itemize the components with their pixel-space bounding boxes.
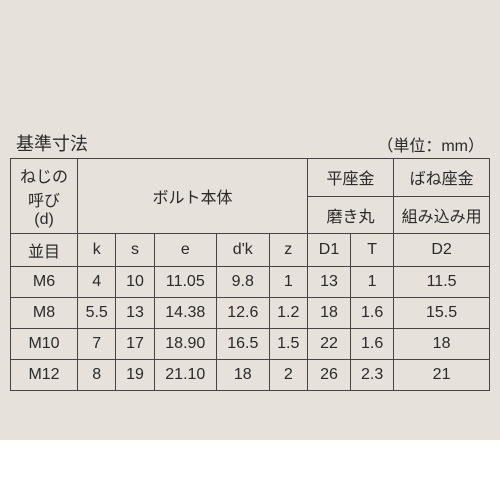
dimension-table-block: 基準寸法 （単位：mm） ねじの呼び (d) ボルト本体 平座金 ばね座金 磨き…: [10, 130, 490, 391]
caption-right: （単位：mm）: [377, 132, 484, 156]
cell: 16.5: [216, 329, 269, 360]
cell: 15.5: [394, 298, 490, 329]
cell: 21.10: [154, 360, 216, 391]
sh-c7: T: [351, 234, 394, 267]
cell: 1.2: [269, 298, 307, 329]
table-row: M12 8 19 21.10 18 2 26 2.3 21: [11, 360, 490, 391]
cell: 13: [116, 298, 154, 329]
h-built-in: 組み込み用: [394, 196, 490, 234]
cell: M8: [11, 298, 78, 329]
table-row: M10 7 17 18.90 16.5 1.5 22 1.6 18: [11, 329, 490, 360]
cell: 2: [269, 360, 307, 391]
cell: 1: [269, 267, 307, 298]
cell: 18: [394, 329, 490, 360]
h-thread-nominal-line2: (d): [13, 211, 75, 229]
caption-row: 基準寸法 （単位：mm）: [10, 130, 490, 158]
sh-c8: D2: [394, 234, 490, 267]
cell: 18.90: [154, 329, 216, 360]
cell: 18: [216, 360, 269, 391]
header-row-3: 並目 k s e d'k z D1 T D2: [11, 234, 490, 267]
cell: 22: [307, 329, 350, 360]
h-flat-washer: 平座金: [307, 159, 393, 197]
cell: 10: [116, 267, 154, 298]
cell: M12: [11, 360, 78, 391]
sh-c2: s: [116, 234, 154, 267]
cell: 17: [116, 329, 154, 360]
h-spring-washer: ばね座金: [394, 159, 490, 197]
cell: 1.5: [269, 329, 307, 360]
cell: 5.5: [78, 298, 116, 329]
h-polished-round: 磨き丸: [307, 196, 393, 234]
cell: 11.5: [394, 267, 490, 298]
h-thread-nominal: ねじの呼び (d): [11, 159, 78, 234]
h-bolt-body: ボルト本体: [78, 159, 308, 234]
sh-c6: D1: [307, 234, 350, 267]
sh-c5: z: [269, 234, 307, 267]
cell: 1: [351, 267, 394, 298]
cell: 8: [78, 360, 116, 391]
cell: 18: [307, 298, 350, 329]
cell: 14.38: [154, 298, 216, 329]
cell: 12.6: [216, 298, 269, 329]
sh-c4: d'k: [216, 234, 269, 267]
dimension-table: ねじの呼び (d) ボルト本体 平座金 ばね座金 磨き丸 組み込み用 並目 k …: [10, 158, 490, 391]
cell: 21: [394, 360, 490, 391]
sh-c0: 並目: [11, 234, 78, 267]
sh-c1: k: [78, 234, 116, 267]
cell: M6: [11, 267, 78, 298]
table-row: M6 4 10 11.05 9.8 1 13 1 11.5: [11, 267, 490, 298]
cell: 2.3: [351, 360, 394, 391]
cell: 7: [78, 329, 116, 360]
cell: 9.8: [216, 267, 269, 298]
cell: 13: [307, 267, 350, 298]
cell: 26: [307, 360, 350, 391]
cell: 4: [78, 267, 116, 298]
cell: M10: [11, 329, 78, 360]
table-row: M8 5.5 13 14.38 12.6 1.2 18 1.6 15.5: [11, 298, 490, 329]
sh-c3: e: [154, 234, 216, 267]
cell: 1.6: [351, 298, 394, 329]
footer-strip: [0, 440, 500, 500]
cell: 11.05: [154, 267, 216, 298]
h-thread-nominal-line1: ねじの呼び: [13, 163, 75, 211]
caption-left: 基準寸法: [16, 130, 88, 156]
header-row-1: ねじの呼び (d) ボルト本体 平座金 ばね座金: [11, 159, 490, 197]
cell: 1.6: [351, 329, 394, 360]
cell: 19: [116, 360, 154, 391]
